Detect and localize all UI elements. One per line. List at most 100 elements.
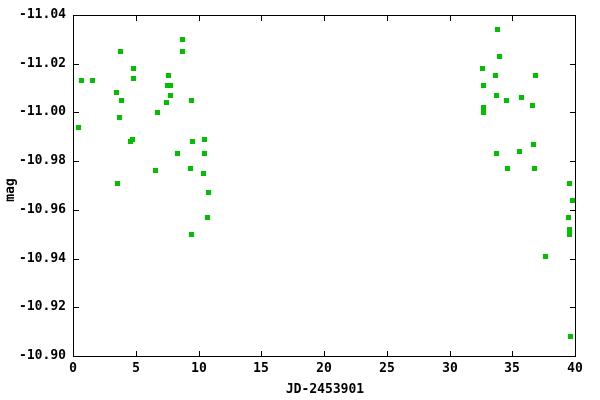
data-point — [481, 83, 486, 88]
data-point — [568, 334, 573, 339]
data-point — [188, 166, 193, 171]
x-axis-title: JD-2453901 — [285, 382, 365, 397]
data-point — [175, 151, 180, 156]
data-point — [202, 137, 207, 142]
x-tick-mark-top — [199, 16, 200, 21]
data-point — [168, 83, 173, 88]
x-tick-label: 40 — [567, 361, 583, 376]
data-point — [168, 93, 173, 98]
x-tick-mark-top — [324, 16, 325, 21]
x-tick-label: 0 — [69, 361, 77, 376]
data-point — [115, 181, 120, 186]
x-tick-mark — [450, 351, 451, 356]
x-tick-mark — [512, 351, 513, 356]
y-tick-label: -11.02 — [19, 56, 66, 71]
data-point — [189, 98, 194, 103]
y-tick-mark — [74, 356, 79, 357]
y-axis-title: mag — [3, 178, 18, 202]
x-tick-mark — [136, 351, 137, 356]
data-point — [481, 110, 486, 115]
x-tick-mark-top — [450, 16, 451, 21]
y-tick-mark — [74, 64, 79, 65]
x-tick-mark-top — [73, 16, 74, 21]
data-point — [164, 100, 169, 105]
x-tick-mark-top — [575, 16, 576, 21]
data-point — [567, 227, 572, 232]
data-point — [480, 66, 485, 71]
data-point — [153, 168, 158, 173]
y-tick-mark-right — [570, 210, 575, 211]
x-tick-label: 15 — [253, 361, 269, 376]
data-point — [543, 254, 548, 259]
data-point — [566, 215, 571, 220]
data-point — [189, 232, 194, 237]
x-tick-label: 25 — [379, 361, 395, 376]
y-tick-mark — [74, 259, 79, 260]
data-point — [205, 215, 210, 220]
x-tick-label: 30 — [442, 361, 458, 376]
data-point — [519, 95, 524, 100]
x-tick-mark — [261, 351, 262, 356]
data-point — [206, 190, 211, 195]
data-point — [180, 37, 185, 42]
data-point — [481, 105, 486, 110]
y-tick-label: -10.90 — [19, 348, 66, 363]
data-point — [90, 78, 95, 83]
y-tick-mark-right — [570, 307, 575, 308]
x-tick-mark-top — [261, 16, 262, 21]
data-point — [533, 73, 538, 78]
data-point — [201, 171, 206, 176]
data-point — [155, 110, 160, 115]
data-point — [166, 73, 171, 78]
y-tick-label: -11.04 — [19, 7, 66, 22]
data-point — [497, 54, 502, 59]
data-point — [531, 142, 536, 147]
data-point — [567, 232, 572, 237]
data-point — [202, 151, 207, 156]
y-tick-mark — [74, 112, 79, 113]
y-tick-mark-right — [570, 356, 575, 357]
data-point — [117, 115, 122, 120]
data-point — [114, 90, 119, 95]
y-tick-mark-right — [570, 15, 575, 16]
y-tick-mark-right — [570, 161, 575, 162]
y-tick-mark — [74, 307, 79, 308]
x-tick-mark — [73, 351, 74, 356]
y-tick-mark-right — [570, 259, 575, 260]
plot-area — [73, 15, 576, 357]
data-point — [532, 166, 537, 171]
data-point — [530, 103, 535, 108]
data-point — [118, 49, 123, 54]
x-tick-mark — [199, 351, 200, 356]
x-tick-mark — [387, 351, 388, 356]
data-point — [131, 76, 136, 81]
x-tick-mark-top — [136, 16, 137, 21]
data-point — [570, 198, 575, 203]
x-tick-label: 10 — [191, 361, 207, 376]
x-tick-mark — [575, 351, 576, 356]
y-tick-mark — [74, 15, 79, 16]
data-point — [79, 78, 84, 83]
data-point — [131, 66, 136, 71]
data-point — [493, 73, 498, 78]
data-point — [494, 151, 499, 156]
data-point — [76, 125, 81, 130]
data-point — [130, 137, 135, 142]
x-tick-mark — [324, 351, 325, 356]
x-tick-label: 5 — [132, 361, 140, 376]
x-tick-mark-top — [387, 16, 388, 21]
data-point — [119, 98, 124, 103]
x-tick-mark-top — [512, 16, 513, 21]
data-point — [494, 93, 499, 98]
data-point — [165, 83, 170, 88]
y-tick-mark-right — [570, 64, 575, 65]
y-tick-label: -10.96 — [19, 202, 66, 217]
y-tick-label: -11.00 — [19, 104, 66, 119]
y-tick-mark — [74, 161, 79, 162]
data-point — [505, 166, 510, 171]
x-tick-label: 35 — [504, 361, 520, 376]
x-tick-label: 20 — [316, 361, 332, 376]
y-tick-mark — [74, 210, 79, 211]
data-point — [190, 139, 195, 144]
